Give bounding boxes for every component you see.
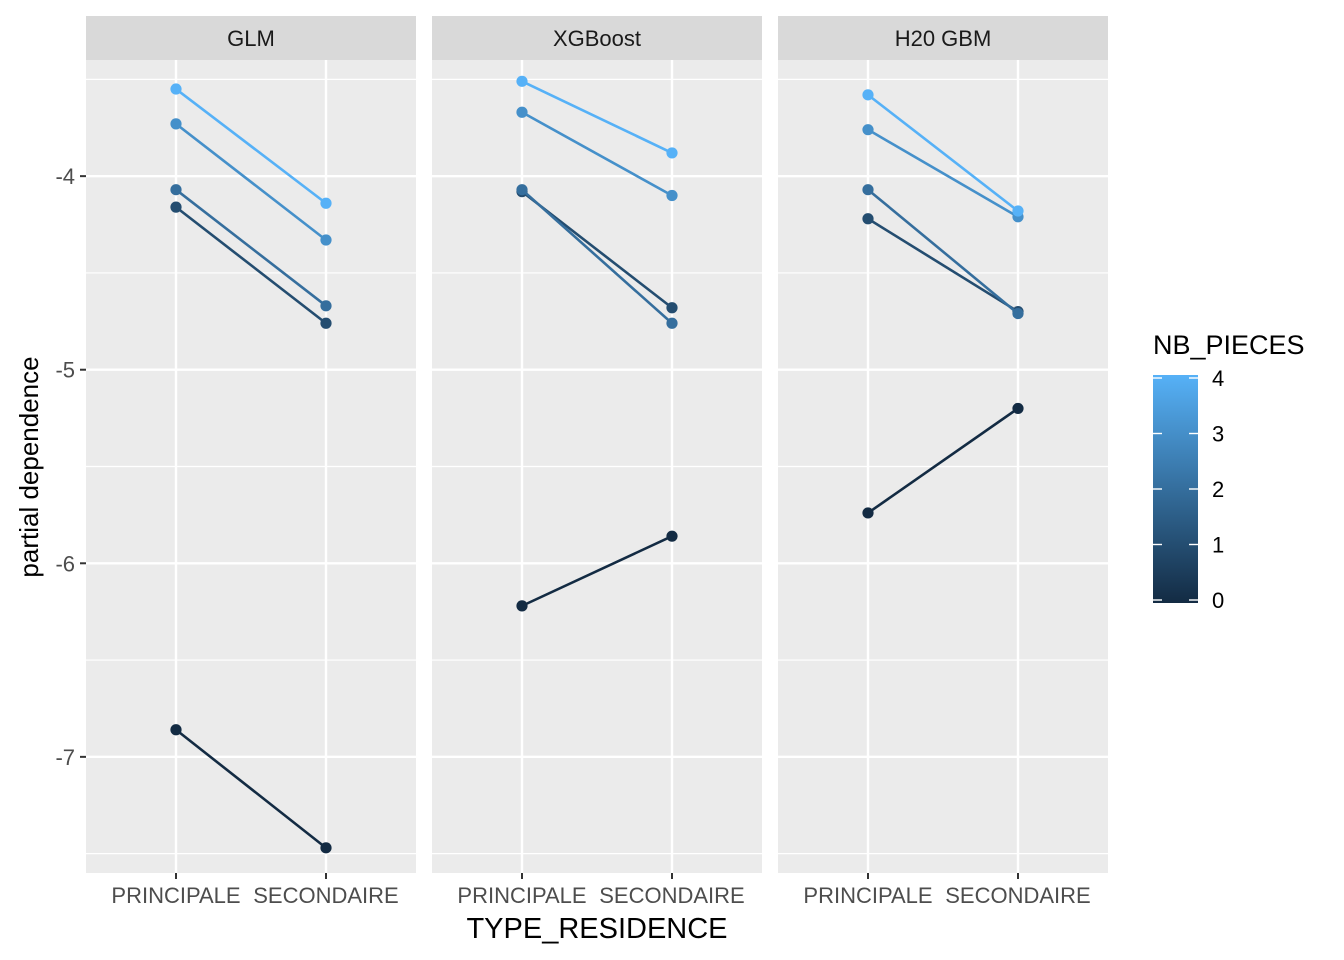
facet-strip bbox=[86, 16, 416, 60]
series-line bbox=[867, 407, 1019, 515]
legend-title: NB_PIECES bbox=[1153, 330, 1305, 360]
facet-label: XGBoost bbox=[553, 26, 641, 51]
data-point bbox=[320, 300, 332, 312]
legend-tick-label: 1 bbox=[1212, 533, 1224, 558]
data-point bbox=[170, 83, 182, 95]
x-tick-label: PRINCIPALE bbox=[111, 883, 240, 908]
series-line bbox=[521, 535, 673, 608]
data-point bbox=[1012, 205, 1024, 217]
x-tick-label: SECONDAIRE bbox=[945, 883, 1090, 908]
legend-tick-label: 2 bbox=[1212, 477, 1224, 502]
facet-label: H20 GBM bbox=[895, 26, 992, 51]
facet-strip bbox=[778, 16, 1108, 60]
data-point bbox=[1012, 402, 1024, 415]
series-line bbox=[867, 128, 1019, 218]
data-point bbox=[862, 213, 874, 225]
data-point bbox=[666, 147, 678, 159]
series-line bbox=[175, 188, 327, 307]
data-point bbox=[666, 189, 678, 202]
data-point bbox=[666, 302, 678, 314]
y-tick-label: -4 bbox=[55, 164, 75, 189]
y-axis-label: partial dependence bbox=[14, 356, 44, 577]
x-axis-label: TYPE_RESIDENCE bbox=[466, 913, 727, 945]
series-line bbox=[867, 188, 1019, 315]
y-tick-label: -5 bbox=[55, 358, 75, 383]
data-point bbox=[170, 724, 182, 736]
data-point bbox=[516, 184, 528, 196]
data-point bbox=[862, 184, 874, 196]
data-point bbox=[666, 530, 678, 542]
x-tick-label: SECONDAIRE bbox=[253, 883, 398, 908]
data-point bbox=[666, 317, 678, 329]
series-line bbox=[521, 80, 673, 155]
legend-tick-label: 0 bbox=[1212, 588, 1224, 613]
data-point bbox=[170, 201, 182, 213]
series-line bbox=[867, 217, 1019, 313]
data-point bbox=[320, 234, 332, 246]
series-line bbox=[175, 728, 327, 849]
series-line bbox=[175, 206, 327, 325]
panels: GLM PRINCIPALE SECONDAIRE XGBoost PRINCIPALE… bbox=[86, 16, 1108, 908]
series-line bbox=[175, 122, 327, 242]
data-point bbox=[516, 106, 528, 118]
legend-ticks: 0 1 2 3 4 bbox=[1153, 366, 1224, 613]
facet-strip bbox=[432, 16, 762, 60]
data-point bbox=[516, 75, 528, 87]
series-line bbox=[175, 88, 327, 205]
x-tick-label: SECONDAIRE bbox=[599, 883, 744, 908]
data-point bbox=[320, 842, 332, 854]
y-axis: -4 -5 -6 -7 bbox=[55, 164, 86, 770]
series-line bbox=[521, 188, 673, 325]
data-point bbox=[170, 184, 182, 196]
panel-1: XGBoost PRINCIPALE SECONDAIRE bbox=[432, 16, 762, 908]
panel-2: H20 GBM PRINCIPALE SECONDAIRE bbox=[778, 16, 1108, 908]
data-point bbox=[862, 124, 874, 136]
x-tick-label: PRINCIPALE bbox=[457, 883, 586, 908]
series-line bbox=[867, 93, 1019, 213]
panel-0: GLM PRINCIPALE SECONDAIRE bbox=[86, 16, 416, 908]
y-tick-label: -6 bbox=[55, 551, 75, 576]
data-point bbox=[862, 507, 874, 519]
y-tick-label: -7 bbox=[55, 745, 75, 770]
data-point bbox=[320, 197, 332, 209]
data-point bbox=[516, 600, 528, 612]
series-line bbox=[521, 111, 673, 197]
data-point bbox=[1012, 307, 1024, 320]
data-point bbox=[170, 118, 182, 130]
facet-label: GLM bbox=[227, 26, 275, 51]
legend-tick-label: 3 bbox=[1212, 422, 1224, 447]
color-legend: NB_PIECES 0 1 2 3 4 bbox=[1153, 330, 1305, 613]
data-point bbox=[320, 317, 332, 329]
x-tick-label: PRINCIPALE bbox=[803, 883, 932, 908]
legend-tick-label: 4 bbox=[1212, 366, 1224, 391]
data-point bbox=[862, 89, 874, 101]
